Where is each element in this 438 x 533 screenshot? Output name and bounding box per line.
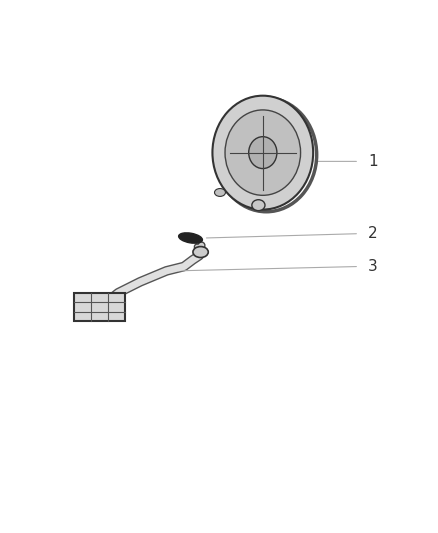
Ellipse shape — [193, 247, 208, 257]
Text: 1: 1 — [368, 154, 378, 169]
Ellipse shape — [249, 136, 277, 168]
Ellipse shape — [225, 110, 300, 195]
Ellipse shape — [179, 233, 202, 243]
FancyBboxPatch shape — [74, 293, 125, 321]
Ellipse shape — [252, 200, 265, 211]
Text: 2: 2 — [368, 226, 378, 241]
Ellipse shape — [212, 96, 313, 209]
Text: 3: 3 — [368, 259, 378, 274]
Ellipse shape — [215, 189, 226, 197]
